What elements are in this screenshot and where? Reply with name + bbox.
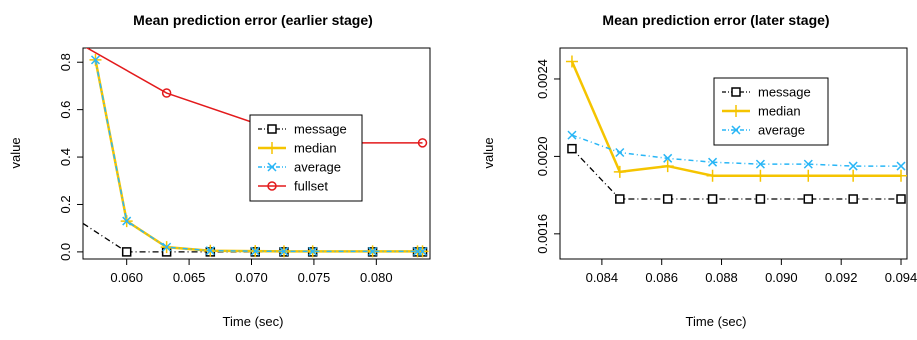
data-point-message [567, 143, 577, 154]
x-tick-label: 0.075 [298, 270, 331, 285]
legend-label-median: median [758, 104, 801, 119]
data-point-median [802, 169, 815, 182]
legend-marker-message [267, 124, 277, 134]
chart-panel-later-stage: Mean prediction error (later stage) Time… [481, 12, 917, 329]
legend-marker-message [731, 87, 741, 97]
data-point-average [896, 161, 906, 171]
y-tick-label: 0.0016 [535, 214, 550, 254]
data-point-median [706, 169, 719, 182]
data-point-median [847, 169, 860, 182]
x-tick-label: 0.092 [825, 270, 858, 285]
series-line-median [570, 61, 902, 178]
data-point-average [162, 242, 172, 252]
x-tick-label: 0.070 [235, 270, 268, 285]
legend-label-average: average [294, 160, 341, 175]
legend-label-message: message [758, 85, 811, 100]
x-tick-label: 0.084 [586, 270, 619, 285]
y-tick-label: 0.0020 [535, 137, 550, 177]
x-axis-label: Time (sec) [686, 314, 747, 329]
data-point-average [250, 246, 260, 256]
data-point-median [565, 55, 578, 68]
data-point-average [663, 153, 673, 163]
legend-marker-fullset [267, 181, 277, 191]
chart-panel-earlier-stage: Mean prediction error (earlier stage) Ti… [8, 12, 431, 329]
data-point-average [122, 216, 132, 226]
data-point-average [279, 246, 289, 256]
plot-frame [559, 47, 908, 260]
data-point-message [662, 194, 673, 204]
data-point-median [754, 169, 767, 182]
data-point-average [205, 246, 215, 256]
axis-ticks: 0.060 0.065 0.070 0.075 0.080 0.0 0.2 0.4 0.6 0.8 [58, 53, 393, 285]
data-point-median [661, 160, 674, 173]
data-point-average [567, 130, 577, 140]
data-point-message [615, 194, 625, 204]
data-point-average [755, 159, 765, 169]
x-axis-label: Time (sec) [223, 314, 284, 329]
x-tick-label: 0.086 [645, 270, 678, 285]
plot-frame [82, 47, 431, 260]
chart-title: Mean prediction error (earlier stage) [133, 12, 373, 28]
legend-marker-average [267, 162, 277, 172]
data-point-message [755, 194, 766, 204]
y-tick-label: 0.4 [58, 148, 73, 166]
data-point-median [613, 165, 626, 178]
x-tick-label: 0.088 [705, 270, 738, 285]
legend-marker-median [266, 142, 278, 154]
legend: message median average fullset [249, 114, 363, 202]
data-point-average [417, 246, 428, 256]
y-tick-label: 0.0024 [535, 59, 550, 99]
legend-marker-median [730, 105, 742, 117]
series-line-average [94, 59, 423, 253]
legend-label-average: average [758, 123, 805, 138]
legend-marker-average [731, 125, 741, 135]
data-point-message [803, 194, 814, 204]
data-point-message [848, 194, 858, 204]
data-point-fullset [417, 138, 428, 148]
x-tick-label: 0.094 [885, 270, 917, 285]
data-point-average [308, 246, 318, 256]
y-tick-label: 0.8 [58, 53, 73, 71]
x-tick-label: 0.080 [360, 270, 393, 285]
data-point-average [708, 157, 718, 167]
legend-label-message: message [294, 122, 347, 137]
data-point-average [615, 148, 625, 158]
data-point-average [368, 246, 378, 256]
series-line-message [571, 148, 902, 200]
y-axis-label: value [481, 137, 496, 168]
data-point-fullset [161, 88, 172, 98]
legend: message median average [713, 77, 829, 146]
chart-title: Mean prediction error (later stage) [602, 12, 829, 28]
data-point-median [895, 169, 907, 182]
data-point-message [121, 247, 132, 257]
y-axis-label: value [8, 137, 23, 168]
data-point-average [803, 159, 813, 169]
y-tick-label: 0.6 [58, 101, 73, 119]
legend-label-fullset: fullset [294, 179, 328, 194]
series-line-fullset [85, 48, 423, 144]
legend-label-median: median [294, 141, 337, 156]
series-layer [83, 48, 429, 258]
data-point-average [848, 161, 858, 171]
y-tick-label: 0.2 [58, 195, 73, 213]
x-tick-label: 0.060 [110, 270, 143, 285]
x-tick-label: 0.065 [173, 270, 206, 285]
y-tick-label: 0.0 [58, 243, 73, 261]
data-point-message [896, 194, 906, 204]
data-point-message [707, 194, 718, 204]
x-tick-label: 0.090 [765, 270, 798, 285]
series-layer [565, 55, 907, 204]
series-line-average [571, 134, 902, 167]
data-point-average [90, 55, 101, 65]
axis-ticks: 0.084 0.086 0.088 0.090 0.092 0.094 0.0016 0.00… [535, 59, 917, 285]
